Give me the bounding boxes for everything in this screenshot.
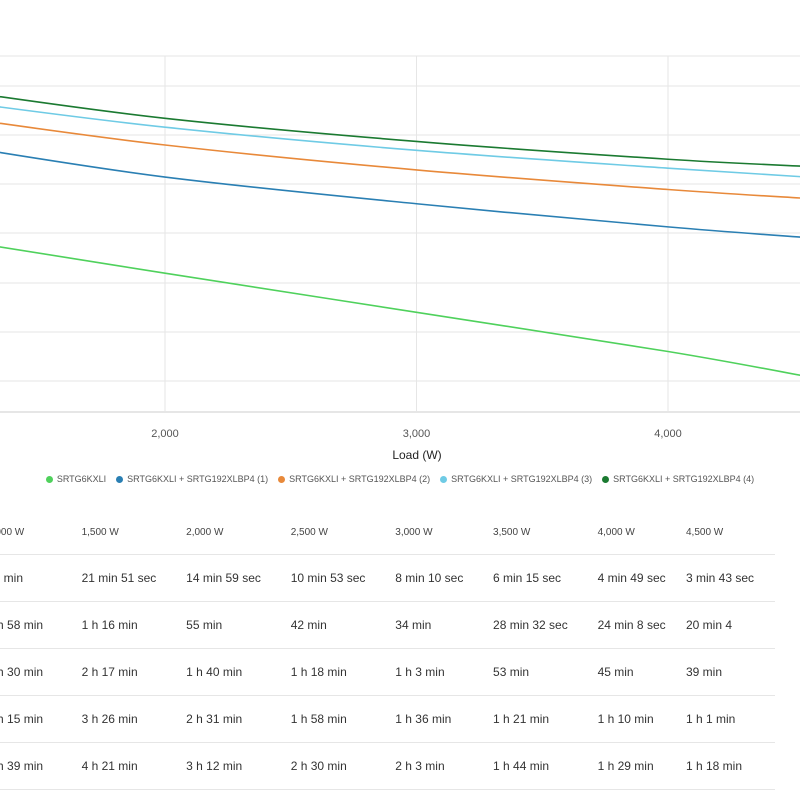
x-axis-ticks: 2,000 3,000 4,000 [151,428,682,440]
legend-swatch [45,475,53,483]
legend-item-3[interactable]: SRTG6KXLI + SRTG192XLBP4 (2) [278,474,430,484]
table-cell: 28 min 32 sec [481,601,586,649]
table-cell: 1 h 36 min [383,695,482,743]
legend-label: SRTG6KXLI + SRTG192XLBP4 (3) [451,474,593,484]
chart-legend: SRTG6KXLI SRTG6KXLI + SRTG192XLBP4 (1) SRT… [0,474,800,484]
table-cell: 1 h 10 min [585,695,674,743]
legend-label: SRTG6KXLI + SRTG192XLBP4 (2) [289,474,431,484]
table-cell: 3 h 30 min [0,648,70,696]
x-tick-label: 3,000 [403,428,431,440]
table-cell: 4 h 21 min [69,742,175,790]
table-header-cell: 2,500 W [278,510,384,555]
table-cell: 21 min 51 sec [69,554,175,602]
table-header-cell: 2,000 W [174,510,279,555]
table-cell: 20 min 4 [673,601,775,649]
chart-series [0,92,800,377]
legend-item-5[interactable]: SRTG6KXLI + SRTG192XLBP4 (4) [602,474,754,484]
table-cell: 4 min 49 sec [585,554,674,602]
legend-swatch [278,475,286,483]
x-tick-label: 2,000 [151,428,179,440]
chart-grid [0,55,800,413]
table-cell: 3 h 26 min [69,695,175,743]
legend-label: SRTG6KXLI [56,474,107,484]
table-header-cell: 4,500 W [673,510,775,555]
legend-swatch [440,475,448,483]
table-cell: 2 h 3 min [383,742,482,790]
series-line-1[interactable] [0,241,800,377]
legend-swatch [116,475,124,483]
table-cell: 45 min [585,648,674,696]
runtime-chart: 2,000 3,000 4,000 Load (W) [0,55,800,462]
table-cell: 1 h 29 min [585,742,674,790]
table-cell: 1 h 3 min [383,648,482,696]
table-cell: 8 min 10 sec [383,554,482,602]
legend-item-1[interactable]: SRTG6KXLI [45,474,107,484]
table-header-cell: 3,500 W [481,510,586,555]
table-cell: 53 min [481,648,586,696]
series-line-3[interactable] [0,118,800,199]
table-cell: 1 h 58 min [278,695,384,743]
table-cell: 1 h 44 min [481,742,586,790]
table-cell: 1 h 16 min [69,601,175,649]
table-cell: 55 min [174,601,279,649]
legend-label: SRTG6KXLI + SRTG192XLBP4 (4) [613,474,755,484]
table-cell: 24 min 8 sec [585,601,674,649]
series-line-2[interactable] [0,147,800,238]
table-cell: 39 min [673,648,775,696]
table-header-cell: 4,000 W [585,510,674,555]
table-cell: 1 h 18 min [673,742,775,790]
legend-swatch [602,475,610,483]
table-header-cell: 1,500 W [69,510,175,555]
series-line-4[interactable] [0,102,800,178]
table-cell: 42 min [278,601,384,649]
runtime-table: 1,000 W1,500 W2,000 W2,500 W3,000 W3,500… [0,510,775,790]
table-cell: 14 min 59 sec [174,554,279,602]
table-cell: 2 h 17 min [69,648,175,696]
table-cell: 1 h 40 min [174,648,279,696]
table-cell: 5 h 15 min [0,695,70,743]
table-cell: 1 h 21 min [481,695,586,743]
table-header-cell: 3,000 W [383,510,482,555]
table-cell: 10 min 53 sec [278,554,384,602]
table-cell: 3 min 43 sec [673,554,775,602]
table-header-row: 1,000 W1,500 W2,000 W2,500 W3,000 W3,500… [0,510,775,555]
series-line-5[interactable] [0,92,800,167]
x-axis-title: Load (W) [392,448,441,462]
table-cell: 6 min 15 sec [481,554,586,602]
table-cell: 6 h 39 min [0,742,70,790]
table-cell: 34 min [383,601,482,649]
table-header-cell: 1,000 W [0,510,70,555]
table-cell: 2 h 31 min [174,695,279,743]
table-cell: 3 h 12 min [174,742,279,790]
legend-item-4[interactable]: SRTG6KXLI + SRTG192XLBP4 (3) [440,474,592,484]
legend-label: SRTG6KXLI + SRTG192XLBP4 (1) [127,474,269,484]
table-cell: 2 h 30 min [278,742,384,790]
table-cell: 1 h 18 min [278,648,384,696]
legend-item-2[interactable]: SRTG6KXLI + SRTG192XLBP4 (1) [116,474,268,484]
table-cell: 35 min [0,554,70,602]
table-cell: 1 h 1 min [673,695,775,743]
table-cell: 1 h 58 min [0,601,70,649]
x-tick-label: 4,000 [654,428,682,440]
